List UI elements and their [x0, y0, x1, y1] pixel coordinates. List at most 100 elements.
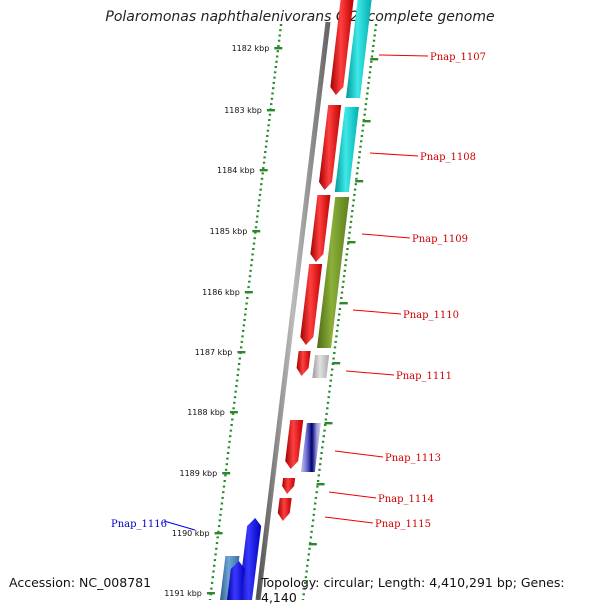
gene-label[interactable]: Pnap_1111 [396, 371, 452, 382]
gene-feature[interactable] [285, 420, 304, 469]
genome-summary-text: Topology: circular; Length: 4,410,291 bp… [261, 575, 565, 605]
ruler-tick [370, 58, 379, 61]
ruler-dot [374, 29, 377, 32]
ruler-dot [336, 324, 339, 327]
kbp-tick [274, 47, 283, 50]
ruler-dot [328, 385, 332, 388]
ruler-dot [364, 108, 367, 111]
ruler-dot [271, 92, 274, 95]
ruler-dot [252, 242, 256, 245]
kbp-tick [266, 109, 275, 112]
ruler-dot [321, 440, 325, 443]
ruler-dot [316, 480, 320, 482]
ruler-dot [253, 237, 256, 240]
ruler-dot [277, 39, 281, 42]
ruler-dot [226, 452, 230, 454]
gene-feature[interactable] [310, 195, 331, 262]
ruler-dot [350, 215, 353, 218]
ruler-dot [252, 248, 255, 250]
ruler-dot [370, 60, 373, 63]
ruler-dot [266, 129, 270, 132]
ruler-tick [347, 241, 356, 244]
ruler-dot [240, 340, 243, 343]
ruler-dot [359, 145, 362, 148]
ruler-left [208, 24, 283, 600]
ruler-dot [342, 280, 345, 283]
ruler-dot [326, 407, 329, 410]
ruler-dot [221, 496, 224, 499]
ruler-dot [229, 435, 232, 438]
gene-feature[interactable] [227, 561, 245, 600]
ruler-dot [326, 401, 330, 404]
ruler-dot [371, 50, 374, 53]
gene-feature[interactable] [300, 264, 323, 345]
kbp-label: 1189 kbp [179, 469, 217, 478]
gene-leader-line [352, 309, 402, 315]
ruler-dot [251, 253, 254, 256]
gene-feature[interactable] [330, 0, 354, 95]
ruler-dot [217, 525, 221, 528]
gene-feature[interactable] [282, 478, 296, 494]
ruler-dot [317, 474, 320, 477]
gene-feature[interactable] [319, 105, 342, 190]
kbp-labels: 1182 kbp 1183 kbp 1184 kbp 1185 kbp 1186 kbp… [164, 44, 283, 598]
ruler-dot [372, 39, 376, 42]
gene-label[interactable]: Pnap_1109 [412, 234, 468, 245]
ruler-tick [324, 422, 333, 425]
ruler-dot [268, 113, 272, 116]
gene-label[interactable]: Pnap_1108 [420, 152, 476, 163]
ruler-dot [233, 396, 237, 399]
gene-feature[interactable] [317, 197, 350, 348]
ruler-dot [319, 463, 322, 466]
ruler-dot [222, 485, 226, 488]
gene-label[interactable]: Pnap_1110 [403, 310, 459, 321]
gene-label[interactable]: Pnap_1107 [430, 52, 486, 63]
ruler-tick [362, 120, 371, 123]
ruler-dot [278, 34, 281, 37]
ruler-dot [311, 519, 315, 522]
gene-label[interactable]: Pnap_1114 [378, 494, 434, 505]
gene-leader-line [328, 491, 377, 499]
ruler-dot [273, 71, 277, 74]
gene-feature[interactable] [300, 423, 321, 472]
gene-label[interactable]: Pnap_1115 [375, 519, 431, 530]
gene-feature[interactable] [238, 518, 262, 600]
ruler-dot [340, 297, 343, 299]
ruler-dot [344, 258, 348, 261]
ruler-dot [279, 29, 282, 32]
ruler-dot [268, 119, 271, 121]
ruler-dot [325, 412, 328, 415]
kbp-tick [229, 411, 238, 414]
ruler-dot [347, 237, 351, 240]
gene-feature[interactable] [346, 0, 372, 98]
gene-label[interactable]: Pnap_1113 [385, 453, 441, 464]
ruler-dot [262, 167, 265, 170]
accession-text: Accession: NC_008781 [9, 575, 152, 590]
ruler-dot [256, 210, 260, 213]
ruler-dot [260, 177, 264, 180]
ruler-dot [273, 76, 276, 79]
gene-feature[interactable] [296, 351, 311, 376]
ruler-dot [360, 140, 363, 143]
ruler-dot [257, 204, 260, 207]
ruler-dot [349, 226, 352, 229]
kbp-label: 1185 kbp [210, 227, 248, 236]
ruler-dot [309, 536, 313, 539]
gene-feature[interactable] [312, 355, 330, 378]
gene-leader-line [324, 516, 374, 524]
ruler-dot [357, 161, 360, 164]
ruler-dot [213, 564, 216, 567]
gene-feature[interactable] [334, 107, 359, 192]
ruler-dot [279, 24, 283, 26]
ruler-dot [338, 313, 341, 316]
kbp-label: 1183 kbp [224, 106, 262, 115]
ruler-dot [337, 319, 340, 321]
ruler-dot [334, 340, 337, 343]
gene-feature[interactable] [277, 498, 292, 521]
ruler-dot [220, 502, 224, 505]
gene-label[interactable]: Pnap_1116 [111, 519, 167, 530]
ruler-dot [331, 368, 334, 371]
ruler-dot [215, 547, 218, 550]
ruler-dot [315, 491, 318, 494]
